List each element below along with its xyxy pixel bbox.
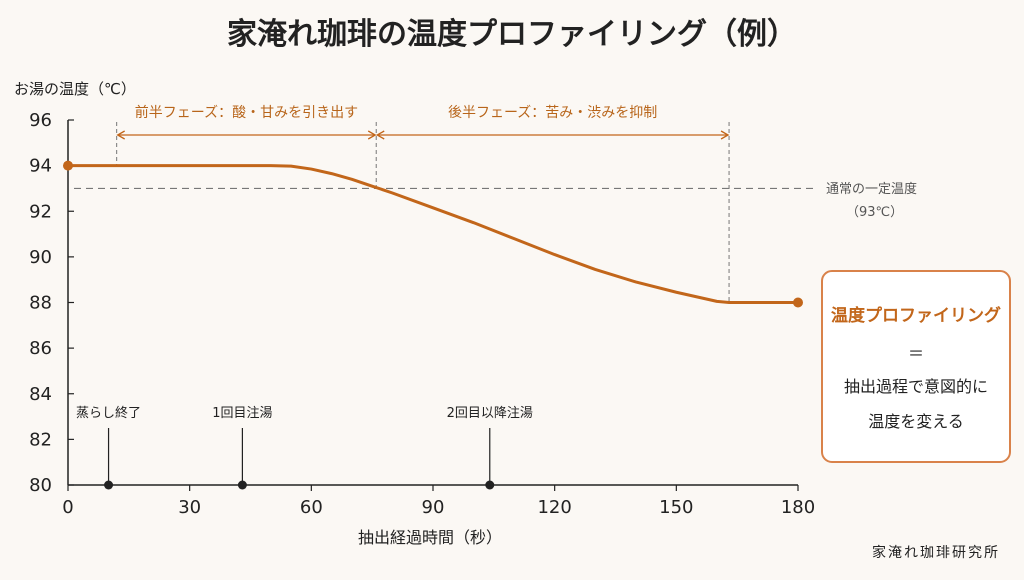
x-tick-label: 30 bbox=[178, 497, 201, 518]
phase-label: 後半フェーズ：苦み・渋みを抑制 bbox=[448, 105, 657, 121]
axes bbox=[67, 120, 798, 486]
reference-label: 通常の一定温度 bbox=[826, 181, 917, 197]
y-tick-label: 84 bbox=[29, 384, 52, 405]
credit-text: 家淹れ珈琲研究所 bbox=[872, 544, 1000, 561]
x-tick-label: 90 bbox=[422, 497, 445, 518]
y-tick-label: 80 bbox=[29, 475, 52, 496]
series-group bbox=[63, 160, 803, 308]
phase-annotations: 前半フェーズ：酸・甘みを引き出す 後半フェーズ：苦み・渋みを抑制 bbox=[116, 104, 730, 303]
y-tick-label: 88 bbox=[29, 293, 52, 314]
event-label: 1回目注湯 bbox=[212, 406, 272, 421]
x-axis-label: 抽出経過時間（秒） bbox=[358, 528, 502, 547]
phase-arrow-left bbox=[116, 130, 125, 140]
x-tick-labels: 0 30 60 90 120 150 180 bbox=[62, 485, 815, 518]
event-label: 蒸らし終了 bbox=[76, 405, 141, 421]
callout-equals: ＝ bbox=[908, 344, 924, 363]
callout-highlight: 温度プロファイリング bbox=[831, 305, 1001, 326]
phase-arrow-right bbox=[367, 130, 377, 140]
x-tick-label: 150 bbox=[659, 497, 693, 518]
event-markers: 蒸らし終了 1回目注湯 2回目以降注湯 bbox=[76, 405, 533, 490]
chart-title: 家淹れ珈琲の温度プロファイリング（例） bbox=[227, 17, 797, 52]
y-tick-label: 82 bbox=[29, 429, 52, 450]
phase-arrow-right bbox=[720, 130, 730, 140]
end-point bbox=[793, 297, 803, 308]
y-axis-label: お湯の温度（℃） bbox=[14, 80, 136, 98]
temperature-line bbox=[66, 164, 800, 304]
y-tick-label: 92 bbox=[29, 201, 52, 222]
event-dot bbox=[485, 480, 495, 490]
phase-label: 前半フェーズ：酸・甘みを引き出す bbox=[135, 104, 358, 121]
callout-line2: 温度を変える bbox=[868, 412, 964, 431]
callout-line1: 抽出過程で意図的に bbox=[844, 377, 988, 396]
x-tick-label: 120 bbox=[537, 497, 571, 518]
event-label: 2回目以降注湯 bbox=[447, 406, 533, 421]
phase-arrow-left bbox=[375, 130, 385, 140]
y-tick-label: 90 bbox=[29, 247, 52, 268]
reference-value-label: （93℃） bbox=[846, 205, 903, 220]
y-tick-label: 94 bbox=[29, 156, 52, 177]
x-tick-label: 60 bbox=[300, 497, 323, 518]
reference-line-group: 通常の一定温度 （93℃） bbox=[74, 181, 917, 220]
start-point bbox=[63, 160, 73, 171]
y-tick-labels: 80 82 84 86 88 90 92 94 96 bbox=[29, 110, 74, 496]
event-dot bbox=[104, 480, 114, 490]
callout-box: 温度プロファイリング ＝ 抽出過程で意図的に 温度を変える bbox=[821, 270, 1011, 463]
y-tick-label: 86 bbox=[29, 338, 52, 359]
event-dot bbox=[237, 480, 247, 490]
callout-border bbox=[821, 270, 1011, 463]
x-tick-label: 180 bbox=[781, 497, 815, 518]
x-tick-label: 0 bbox=[62, 497, 73, 518]
y-tick-label: 96 bbox=[29, 110, 52, 131]
